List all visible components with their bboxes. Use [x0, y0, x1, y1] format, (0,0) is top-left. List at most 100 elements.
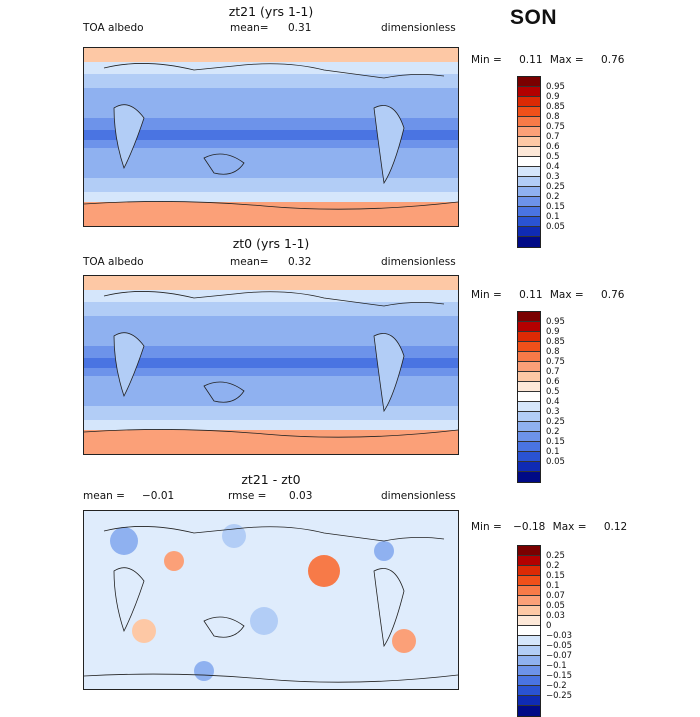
panel-2-title: zt0 (yrs 1-1) [232, 236, 310, 251]
colorbar-swatch [518, 217, 540, 227]
panel-2-max-value: 0.76 [601, 289, 625, 301]
colorbar-tick-label: 0.15 [546, 202, 565, 212]
panel-2-map [83, 275, 459, 455]
colorbar-swatch [518, 187, 540, 197]
panel-3-units: dimensionless [381, 490, 456, 502]
panel-3-min-value: −0.18 [513, 521, 546, 533]
colorbar-swatch [518, 656, 540, 666]
colorbar-tick-label: 0.6 [546, 377, 560, 387]
colorbar-tick-label: 0.9 [546, 92, 560, 102]
colorbar-swatch [518, 137, 540, 147]
colorbar-tick-label: 0.25 [546, 551, 565, 561]
colorbar-tick-label: 0.2 [546, 192, 560, 202]
colorbar-swatch [518, 77, 540, 87]
panel-3-rmse-label: rmse = [228, 490, 267, 502]
panel-1-map [83, 47, 459, 227]
panel-3-mean-label: mean = [83, 490, 125, 502]
colorbar-swatch [518, 676, 540, 686]
colorbar-swatch [518, 107, 540, 117]
colorbar-swatch [518, 452, 540, 462]
colorbar-tick-label: 0.07 [546, 591, 565, 601]
colorbar-tick-label: 0.5 [546, 387, 560, 397]
panel-2-colorbar-ticks: 0.95 0.9 0.85 0.8 0.75 0.7 0.6 0.5 0.4 0.3 0.25 0.2… [546, 317, 565, 467]
colorbar-tick-label: 0.95 [546, 82, 565, 92]
panel-2-mean-label: mean= [230, 256, 269, 268]
colorbar-tick-label: 0.8 [546, 112, 560, 122]
colorbar-tick-label: 0.15 [546, 437, 565, 447]
colorbar-tick-label: 0.7 [546, 132, 560, 142]
colorbar-swatch [518, 207, 540, 217]
panel-1-colorbar [517, 76, 541, 248]
panel-1-colorbar-ticks: 0.95 0.9 0.85 0.8 0.75 0.7 0.6 0.5 0.4 0.3 0.25 0.2… [546, 82, 565, 232]
panel-2-colorbar [517, 311, 541, 483]
colorbar-swatch [518, 87, 540, 97]
colorbar-tick-label: 0 [546, 621, 552, 631]
colorbar-swatch [518, 332, 540, 342]
colorbar-tick-label: 0.3 [546, 172, 560, 182]
colorbar-tick-label: −0.1 [546, 661, 567, 671]
colorbar-swatch [518, 566, 540, 576]
colorbar-tick-label: −0.15 [546, 671, 573, 681]
colorbar-swatch [518, 706, 540, 716]
colorbar-tick-label: 0.95 [546, 317, 565, 327]
panel-1-min-max: Min = 0.11 Max = 0.76 [471, 54, 624, 66]
colorbar-swatch [518, 646, 540, 656]
colorbar-tick-label: 0.85 [546, 102, 565, 112]
colorbar-swatch [518, 362, 540, 372]
colorbar-swatch [518, 322, 540, 332]
colorbar-swatch [518, 197, 540, 207]
panel-3-map-svg [84, 511, 458, 689]
panel-1-min-label: Min = [471, 54, 502, 66]
panel-3-title: zt21 - zt0 [241, 472, 301, 487]
colorbar-swatch [518, 312, 540, 322]
colorbar-tick-label: 0.5 [546, 152, 560, 162]
colorbar-tick-label: 0.9 [546, 327, 560, 337]
panel-3-min-label: Min = [471, 521, 502, 533]
colorbar-tick-label: 0.25 [546, 417, 565, 427]
colorbar-swatch [518, 147, 540, 157]
colorbar-tick-label: −0.25 [546, 691, 573, 701]
colorbar-swatch [518, 352, 540, 362]
panel-3-rmse-value: 0.03 [289, 490, 313, 502]
panel-2-min-value: 0.11 [519, 289, 543, 301]
colorbar-swatch [518, 556, 540, 566]
panel-1-min-value: 0.11 [519, 54, 543, 66]
colorbar-swatch [518, 546, 540, 556]
panel-3-max-value: 0.12 [603, 521, 628, 533]
colorbar-tick-label: 0.05 [546, 457, 565, 467]
colorbar-tick-label: 0.4 [546, 397, 560, 407]
colorbar-swatch [518, 596, 540, 606]
panel-3-mean-value: −0.01 [142, 490, 175, 502]
colorbar-swatch [518, 686, 540, 696]
colorbar-swatch [518, 442, 540, 452]
panel-1-mean-value: 0.31 [288, 22, 312, 34]
colorbar-swatch [518, 342, 540, 352]
season-label: SON [510, 6, 558, 29]
panel-2-max-label: Max = [549, 289, 584, 301]
colorbar-swatch [518, 167, 540, 177]
colorbar-tick-label: 0.8 [546, 347, 560, 357]
panel-1-max-label: Max = [549, 54, 584, 66]
colorbar-tick-label: 0.25 [546, 182, 565, 192]
colorbar-swatch [518, 422, 540, 432]
colorbar-tick-label: −0.03 [546, 631, 573, 641]
colorbar-swatch [518, 606, 540, 616]
colorbar-tick-label: 0.1 [546, 212, 560, 222]
panel-1-max-value: 0.76 [601, 54, 625, 66]
panel-1-mean-label: mean= [230, 22, 269, 34]
colorbar-swatch [518, 402, 540, 412]
colorbar-swatch [518, 696, 540, 706]
colorbar-swatch [518, 177, 540, 187]
colorbar-tick-label: 0.05 [546, 222, 565, 232]
colorbar-swatch [518, 472, 540, 482]
colorbar-tick-label: 0.15 [546, 571, 565, 581]
colorbar-tick-label: 0.4 [546, 162, 560, 172]
panel-2-mean-value: 0.32 [288, 256, 312, 268]
panel-2-min-label: Min = [471, 289, 502, 301]
colorbar-tick-label: 0.2 [546, 561, 560, 571]
colorbar-tick-label: 0.2 [546, 427, 560, 437]
panel-2-map-svg [84, 276, 458, 454]
colorbar-swatch [518, 392, 540, 402]
panel-3-colorbar [517, 545, 541, 717]
colorbar-swatch [518, 666, 540, 676]
